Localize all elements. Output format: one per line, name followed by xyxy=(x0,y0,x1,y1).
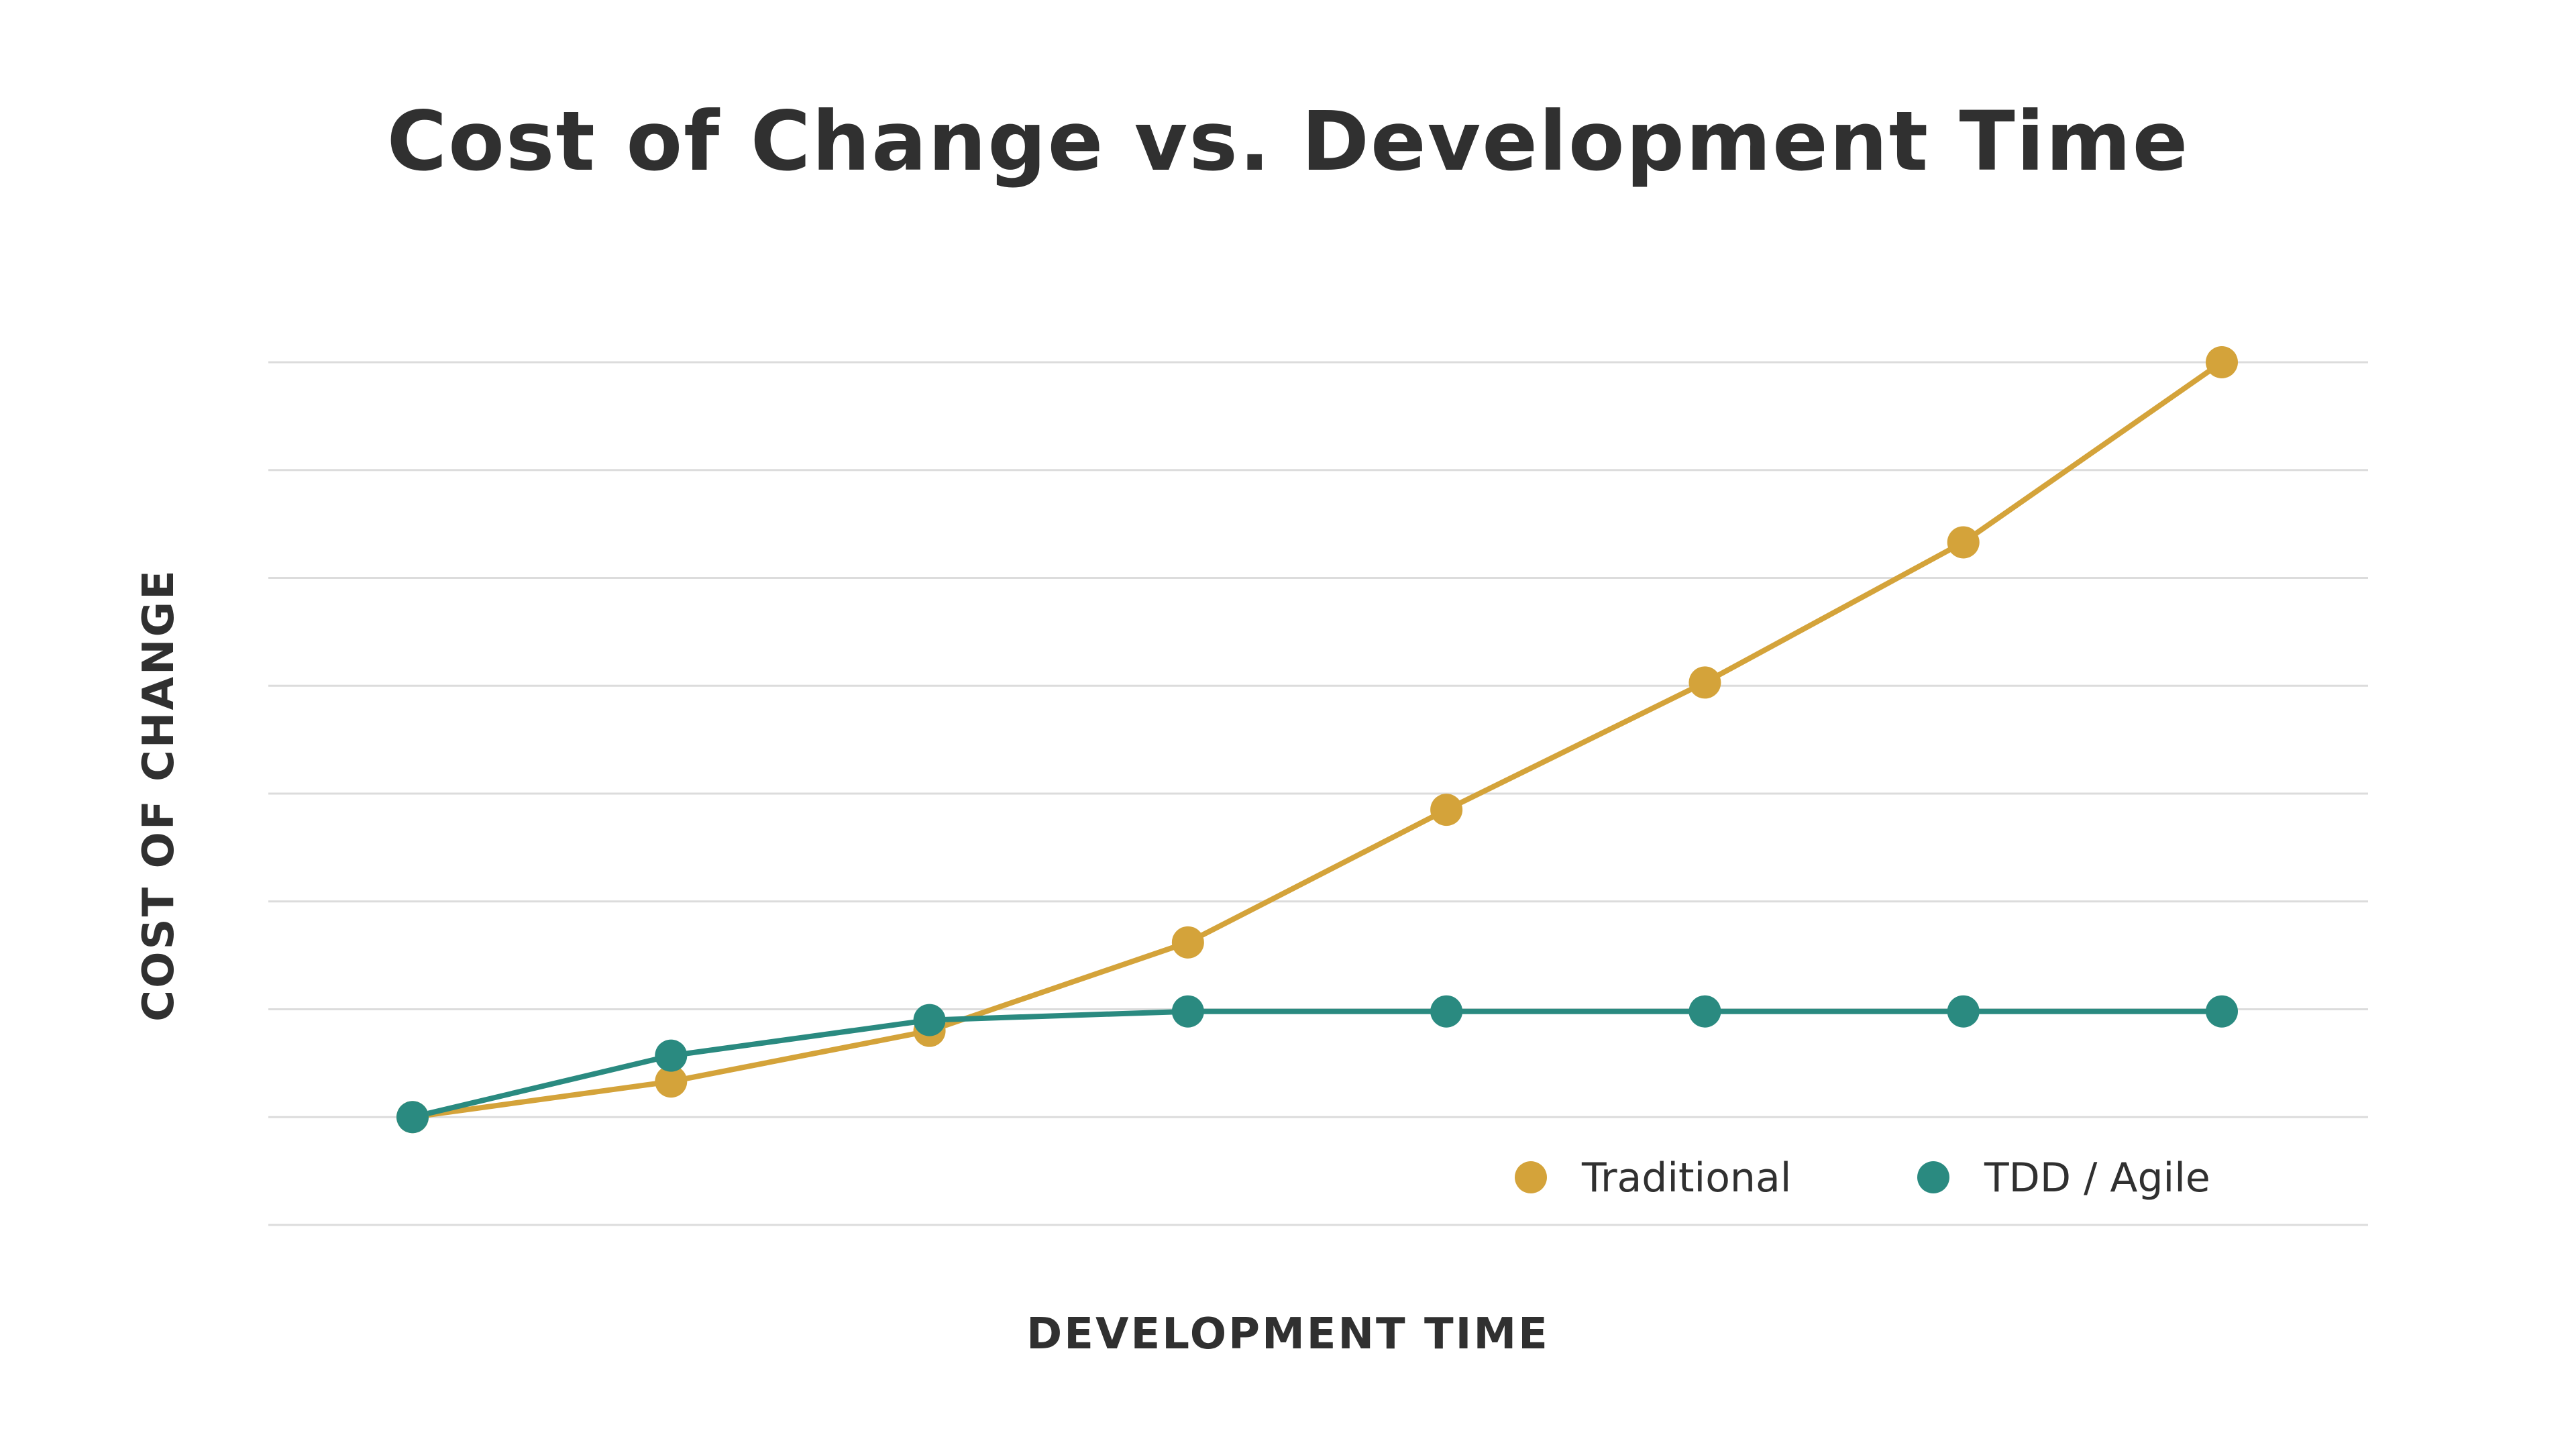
legend-marker-traditional xyxy=(1515,1161,1547,1193)
data-point-tdd-agile xyxy=(396,1101,429,1134)
x-axis-label: DEVELOPMENT TIME xyxy=(1026,1309,1550,1359)
data-point-tdd-agile xyxy=(913,1004,946,1036)
data-point-traditional xyxy=(1430,794,1463,826)
data-point-tdd-agile xyxy=(1947,995,1980,1028)
data-point-traditional xyxy=(655,1065,688,1098)
series-points xyxy=(396,346,2238,1134)
chart-title: Cost of Change vs. Development Time xyxy=(386,94,2190,189)
data-point-traditional xyxy=(1947,526,1980,559)
data-point-tdd-agile xyxy=(655,1039,688,1072)
data-point-tdd-agile xyxy=(1430,995,1463,1028)
legend-label-tdd-agile: TDD / Agile xyxy=(1984,1155,2210,1201)
legend-marker-tdd-agile xyxy=(1917,1161,1949,1193)
data-point-traditional xyxy=(1688,666,1721,699)
series-line-traditional xyxy=(412,360,2224,1120)
data-point-tdd-agile xyxy=(2206,995,2238,1028)
data-point-traditional xyxy=(2206,346,2238,378)
data-point-traditional xyxy=(1171,926,1204,959)
series-lines xyxy=(412,360,2224,1120)
legend: Traditional TDD / Agile xyxy=(1515,1155,2210,1201)
y-axis-label: COST OF CHANGE xyxy=(134,568,184,1022)
legend-label-traditional: Traditional xyxy=(1581,1155,1791,1201)
data-point-tdd-agile xyxy=(1688,995,1721,1028)
series-line-tdd-agile xyxy=(412,1008,2222,1120)
data-point-tdd-agile xyxy=(1171,995,1204,1028)
